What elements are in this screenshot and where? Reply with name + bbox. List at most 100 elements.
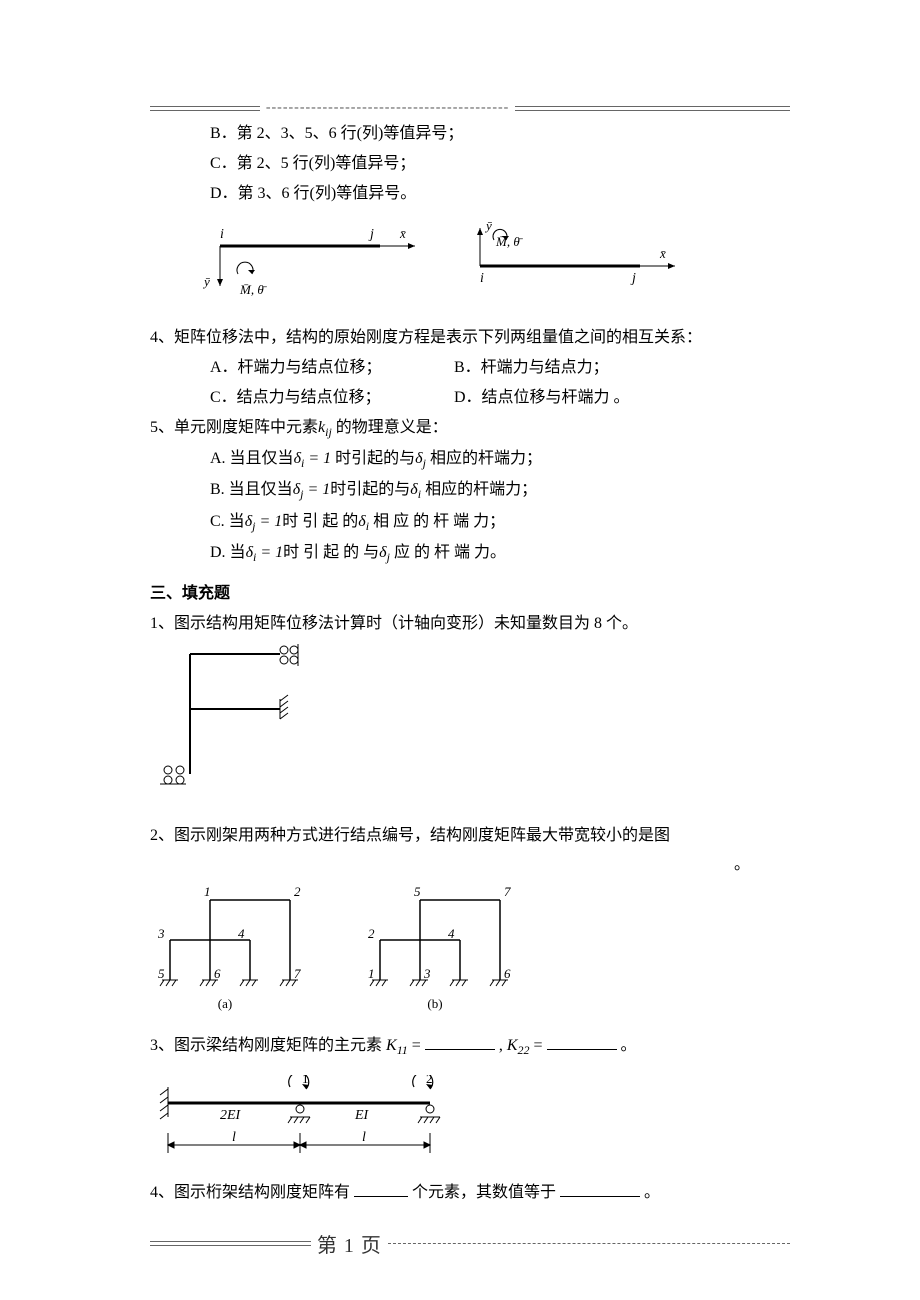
q4-row1: A．杆端力与结点位移； B．杆端力与结点力； <box>210 356 790 380</box>
q5-c: C. 当δj = 1时 引 起 的δi 相 应 的 杆 端 力； <box>210 510 790 535</box>
fill1: 1、图示结构用矩阵位移法计算时（计轴向变形）未知量数目为 8 个。 <box>150 612 790 636</box>
q5-a: A. 当且仅当δi = 1 时引起的与δj 相应的杆端力； <box>210 447 790 472</box>
q5-d2: 时 引 起 的 与 <box>283 544 379 561</box>
q4-stem: 4、矩阵位移法中，结构的原始刚度方程是表示下列两组量值之间的相互关系： <box>150 326 790 350</box>
label-a: (a) <box>218 996 232 1011</box>
fill3-end: 。 <box>617 1037 637 1054</box>
fill3-comma: , <box>495 1037 507 1054</box>
q5-a-dj: δ <box>415 450 422 467</box>
coord-diagram: x̄ i j ȳ M̄, θ̄ x̄ i <box>190 216 790 316</box>
fill3-eq2: = <box>530 1037 547 1054</box>
blank-3[interactable] <box>354 1182 408 1197</box>
svg-text:5: 5 <box>158 966 165 981</box>
q5-b3: 相应的杆端力； <box>421 481 537 498</box>
opt-d: D．第 3、6 行(列)等值异号。 <box>210 182 790 206</box>
q5-d3: 应 的 杆 端 力。 <box>390 544 506 561</box>
fill3: 3、图示梁结构刚度矩阵的主元素 K11 = , K22 = 。 <box>150 1034 790 1059</box>
svg-text:6: 6 <box>504 966 511 981</box>
q5-c3: 相 应 的 杆 端 力； <box>369 513 505 530</box>
fill4-p1: 4、图示桁架结构刚度矩阵有 <box>150 1184 354 1201</box>
frame-diagrams: 1 2 3 4 5 6 7 (a) <box>150 880 790 1020</box>
q4-row2: C．结点力与结点位移； D．结点位移与杆端力 。 <box>210 386 790 410</box>
ei1-label: 2EI <box>220 1108 242 1123</box>
top-dashes: ----------------------------------------… <box>260 100 515 116</box>
svg-text:3: 3 <box>157 926 165 941</box>
bottom-rule: 第 1 页 <box>150 1229 790 1258</box>
q5-b1: B. 当且仅当 <box>210 481 293 498</box>
q5-d: D. 当δi = 1时 引 起 的 与δj 应 的 杆 端 力。 <box>210 541 790 566</box>
svg-text:2: 2 <box>368 926 375 941</box>
q5-b2: 时引起的与 <box>330 481 410 498</box>
fill4: 4、图示桁架结构刚度矩阵有 个元素，其数值等于 。 <box>150 1181 790 1205</box>
label-b: (b) <box>427 996 442 1011</box>
q5-d-eq: = 1 <box>256 544 283 561</box>
svg-text:4: 4 <box>238 926 245 941</box>
svg-text:1: 1 <box>302 1075 309 1086</box>
svg-text:3: 3 <box>423 966 431 981</box>
section-3-heading: 三、填充题 <box>150 582 790 606</box>
fill4-p2: 个元素，其数值等于 <box>408 1184 560 1201</box>
svg-text:i: i <box>480 271 484 286</box>
beam-diagram: 1 2 2EI EI <box>150 1075 790 1165</box>
blank-2[interactable] <box>547 1035 617 1050</box>
svg-text:5: 5 <box>414 884 421 899</box>
q5-stem1: 5、单元刚度矩阵中元素 <box>150 419 318 436</box>
structure-diagram <box>150 644 790 804</box>
svg-text:7: 7 <box>504 884 511 899</box>
svg-text:M̄, θ̄: M̄, θ̄ <box>495 234 524 249</box>
q5-c-di: δ <box>358 513 365 530</box>
svg-text:i: i <box>220 227 224 242</box>
q5-stem: 5、单元刚度矩阵中元素kij 的物理意义是： <box>150 416 790 441</box>
q4-d: D．结点位移与杆端力 。 <box>454 389 630 406</box>
l2-label: l <box>362 1130 366 1145</box>
fill3-p1: 3、图示梁结构刚度矩阵的主元素 <box>150 1037 386 1054</box>
svg-text:2: 2 <box>426 1075 433 1086</box>
svg-text:x̄: x̄ <box>399 226 406 241</box>
fill3-k22: K <box>507 1037 518 1054</box>
fill3-eq1: = <box>408 1037 425 1054</box>
q5-a1: A. 当且仅当 <box>210 450 294 467</box>
q4-a: A．杆端力与结点位移； <box>210 356 450 380</box>
svg-text:j: j <box>630 271 636 286</box>
fill3-k11: K <box>386 1037 397 1054</box>
q5-c-dj: δ <box>245 513 252 530</box>
q5-b-eq: = 1 <box>303 481 330 498</box>
q5-ij: ij <box>325 425 332 439</box>
q5-c2: 时 引 起 的 <box>282 513 358 530</box>
svg-text:1: 1 <box>368 966 375 981</box>
page-label: 第 1 页 <box>311 1229 388 1258</box>
q5-b: B. 当且仅当δj = 1时引起的与δi 相应的杆端力； <box>210 478 790 503</box>
svg-text:6: 6 <box>214 966 221 981</box>
blank-1[interactable] <box>425 1035 495 1050</box>
top-rule: ----------------------------------------… <box>150 100 790 116</box>
q4-b: B．杆端力与结点力； <box>454 359 609 376</box>
q4-c: C．结点力与结点位移； <box>210 386 450 410</box>
q5-d-di: δ <box>246 544 253 561</box>
q5-a-eq: = 1 <box>304 450 331 467</box>
q5-d-dj: δ <box>379 544 386 561</box>
q5-b-di: δ <box>410 481 417 498</box>
fill4-p3: 。 <box>640 1184 660 1201</box>
svg-text:4: 4 <box>448 926 455 941</box>
svg-text:j: j <box>368 227 374 242</box>
blank-4[interactable] <box>560 1182 640 1197</box>
svg-text:ȳ: ȳ <box>484 218 492 233</box>
ei2-label: EI <box>354 1108 370 1123</box>
q5-b-dj: δ <box>293 481 300 498</box>
svg-text:1: 1 <box>204 884 211 899</box>
q5-a2: 时引起的与 <box>331 450 415 467</box>
fill2: 2、图示刚架用两种方式进行结点编号，结构刚度矩阵最大带宽较小的是图 <box>150 824 790 848</box>
fill3-sub22: 22 <box>518 1043 530 1057</box>
q5-c-eq: = 1 <box>255 513 282 530</box>
opt-b: B．第 2、3、5、6 行(列)等值异号； <box>210 122 790 146</box>
q5-a-di: δ <box>294 450 301 467</box>
fill3-sub11: 11 <box>397 1043 408 1057</box>
svg-text:M̄, θ̄: M̄, θ̄ <box>239 282 268 297</box>
l1-label: l <box>232 1130 236 1145</box>
svg-text:x̄: x̄ <box>659 246 666 261</box>
svg-text:2: 2 <box>294 884 301 899</box>
svg-text:7: 7 <box>294 966 301 981</box>
svg-text:ȳ: ȳ <box>202 274 210 289</box>
q5-c1: C. 当 <box>210 513 245 530</box>
q5-stem2: 的物理意义是： <box>332 419 448 436</box>
